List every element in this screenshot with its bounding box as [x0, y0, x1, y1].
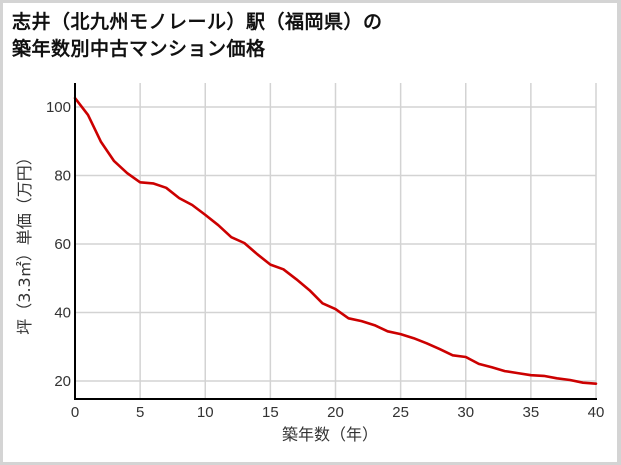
x-tick-label: 40 — [588, 404, 605, 421]
x-tick-label: 30 — [457, 404, 474, 421]
y-tick-label: 100 — [46, 99, 71, 116]
x-tick-label: 25 — [392, 404, 409, 421]
grid-lines — [75, 83, 597, 399]
chart-title-line2: 築年数別中古マンション価格 — [12, 38, 266, 60]
x-tick-label: 35 — [523, 404, 540, 421]
x-tick-label: 0 — [71, 404, 79, 421]
x-tick-label: 10 — [197, 404, 214, 421]
x-tick-label: 5 — [136, 404, 144, 421]
x-tick-label: 20 — [327, 404, 344, 421]
chart-title-line1: 志井（北九州モノレール）駅（福岡県）の — [12, 11, 383, 33]
x-axis-label: 築年数（年） — [282, 425, 378, 444]
data-series — [73, 96, 598, 386]
chart-frame — [3, 3, 617, 462]
y-tick-label: 20 — [54, 373, 71, 390]
chart-title: 志井（北九州モノレール）駅（福岡県）の 築年数別中古マンション価格 — [12, 9, 383, 63]
price-line — [73, 96, 598, 386]
y-tick-label: 40 — [54, 305, 71, 322]
x-tick-label: 15 — [262, 404, 279, 421]
tick-labels: 0 5 10 15 20 25 30 35 40 20 40 60 80 100 — [46, 99, 604, 421]
y-tick-label: 60 — [54, 236, 71, 253]
y-tick-label: 80 — [54, 168, 71, 185]
y-axis-label: 坪（3.3㎡）単価（万円） — [15, 149, 34, 334]
axes — [74, 83, 597, 400]
